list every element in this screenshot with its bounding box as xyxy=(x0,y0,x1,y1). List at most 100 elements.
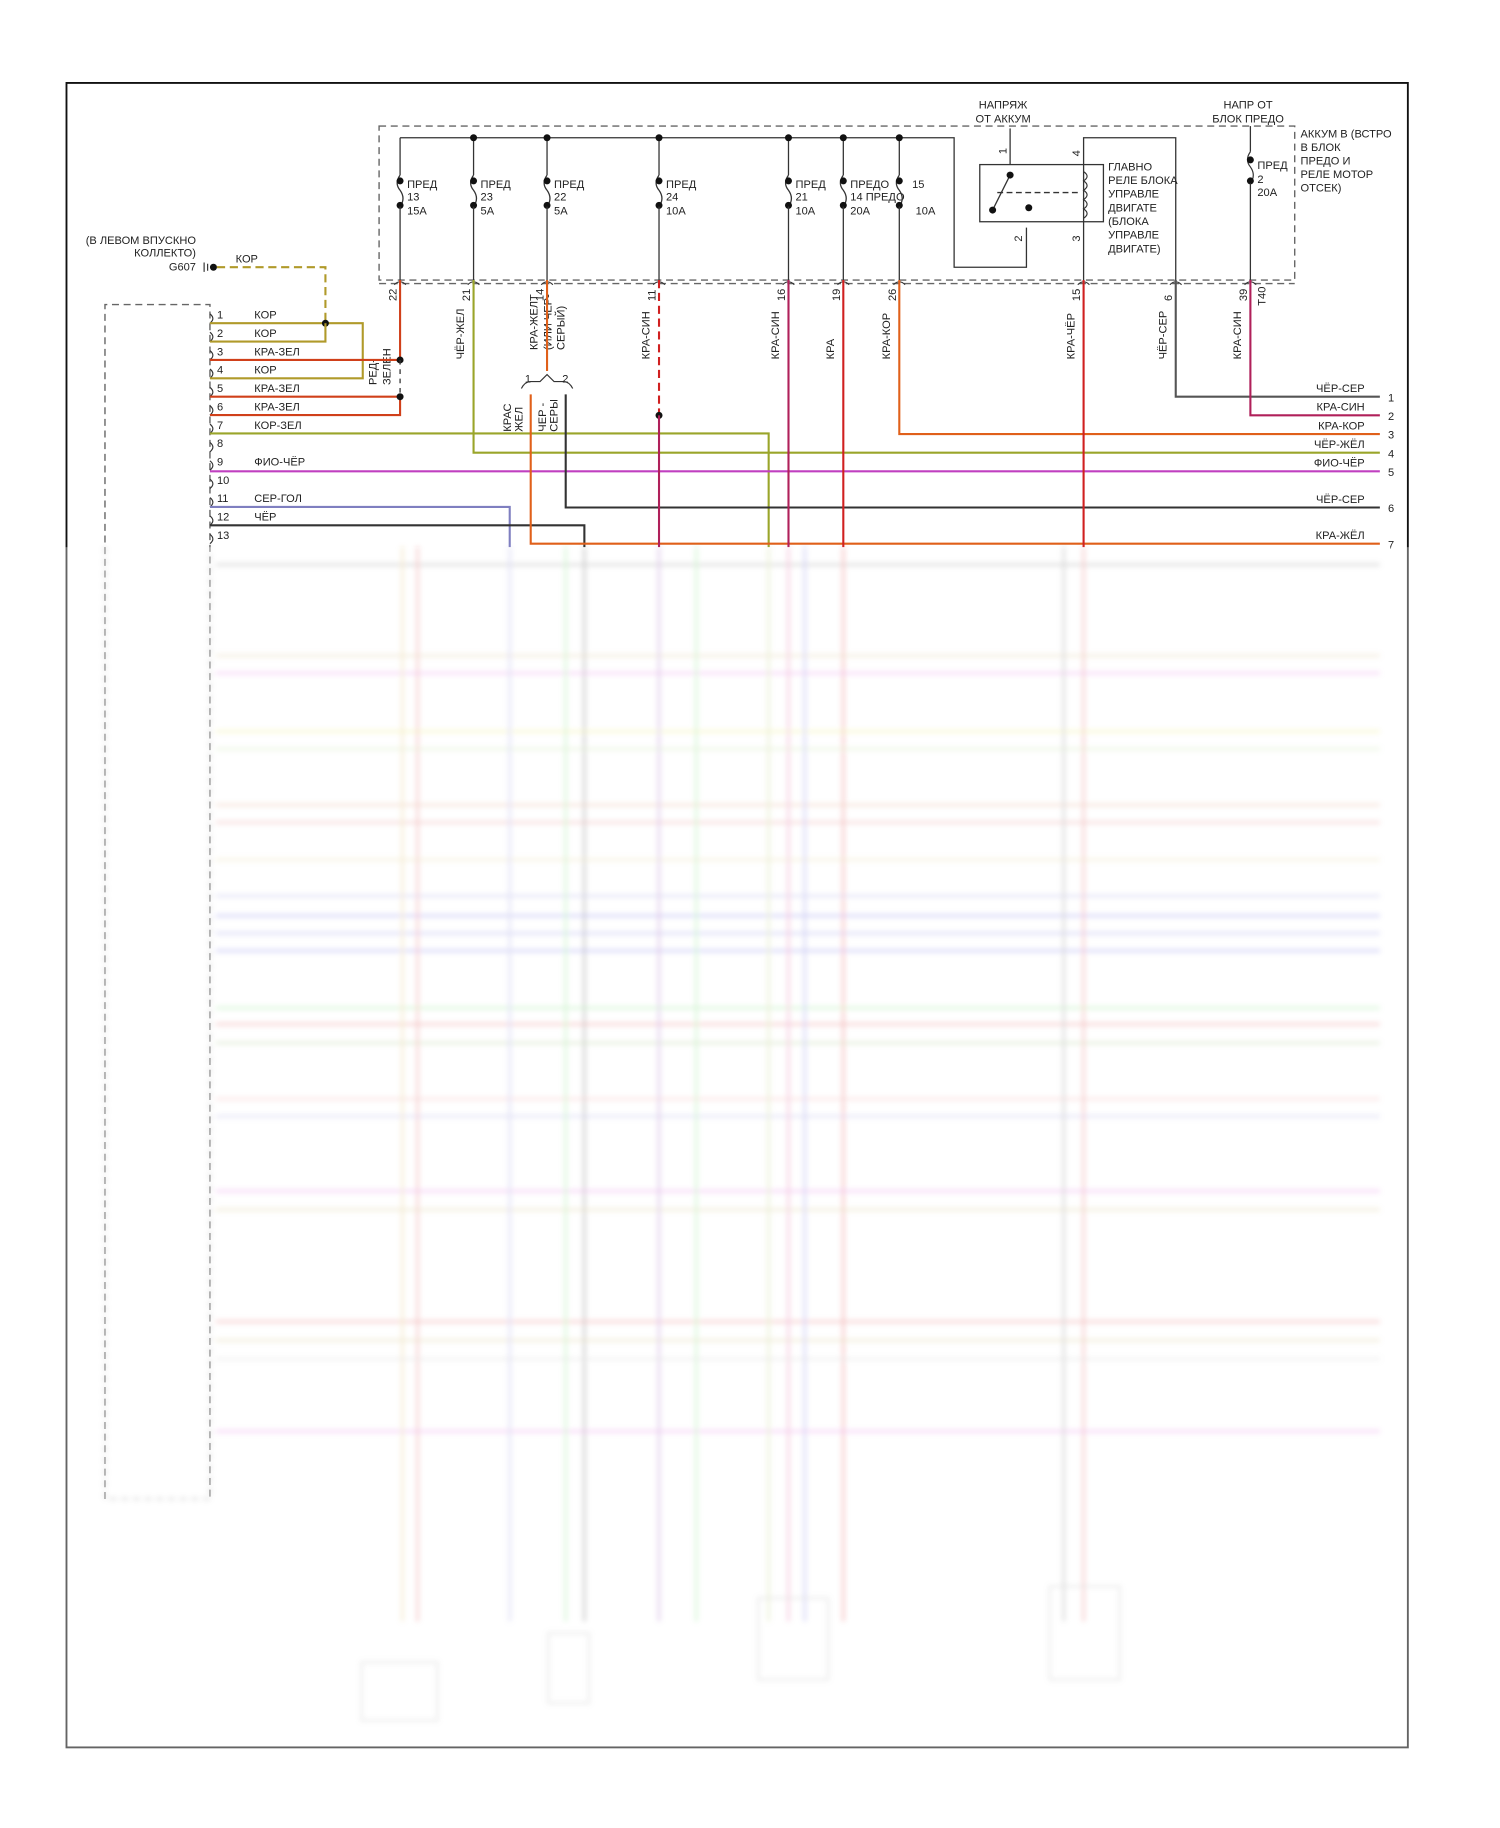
junction-dot xyxy=(543,134,551,142)
right-pin-number: 7 xyxy=(1388,539,1394,551)
fuse-terminal xyxy=(396,177,404,185)
junction-dot xyxy=(655,134,663,142)
junction-dot xyxy=(839,134,847,142)
junction-dot xyxy=(1025,204,1033,212)
wire-red-green xyxy=(209,395,402,417)
connector-pin-icon xyxy=(209,460,214,471)
fuse-rating: 5A xyxy=(554,206,568,218)
left-pin-number: 6 xyxy=(217,401,223,413)
fuse-label: 15 xyxy=(912,179,924,191)
fuse-number: 24 xyxy=(666,192,678,204)
box-output-pin: 26 xyxy=(887,289,899,301)
box-output-wire-label: (ИЛИ ЧЕР- xyxy=(543,294,555,350)
box-output-wire-label: РЕД- xyxy=(368,359,380,385)
fuse-number: 22 xyxy=(554,192,566,204)
fuse-relay-box xyxy=(378,125,1296,281)
relay-label: РЕЛЕ БЛОКА xyxy=(1108,175,1178,187)
box-output-wire-label: КРА-СИН xyxy=(641,311,653,359)
box-output-wire-label: ЧЁР-СЕР xyxy=(1157,311,1169,360)
splice-bracket xyxy=(520,373,574,389)
fuse-terminal xyxy=(895,177,903,185)
junction-dot xyxy=(989,206,997,214)
right-pin-wire-label: КРА-СИН xyxy=(1317,402,1365,414)
fuse-number: 13 xyxy=(407,192,419,204)
fuse-terminal xyxy=(839,177,847,185)
obscured-component xyxy=(361,1661,438,1722)
obscured-component xyxy=(1049,1585,1121,1681)
box-output-wire-label: КРА-ЖЕЛТ xyxy=(529,294,541,350)
fuse-terminal xyxy=(655,177,663,185)
left-pin-wire-label: КРА-ЗЕЛ xyxy=(254,401,300,413)
box-output-pin: 16 xyxy=(776,289,788,301)
left-pin-number: 5 xyxy=(217,383,223,395)
left-pin-number: 12 xyxy=(217,512,229,524)
left-connector-body xyxy=(104,547,211,1500)
relay-label: УПРАВЛЕ xyxy=(1108,189,1159,201)
right-pin-number: 4 xyxy=(1388,448,1394,460)
relay-coil-icon xyxy=(1082,171,1088,219)
junction-dot xyxy=(1006,171,1014,179)
right-pin-number: 1 xyxy=(1388,392,1394,404)
wire-kra-sin xyxy=(1249,280,1380,417)
fuse-label: ПРЕД xyxy=(795,179,826,191)
fuse-rating: 15A xyxy=(407,206,427,218)
fuse-rating: 5A xyxy=(481,206,495,218)
wire-kor xyxy=(209,322,364,380)
fuse-bus xyxy=(400,137,1028,268)
splice-pin: 1 xyxy=(525,374,531,386)
box-output-wire-label: КРА-КОР xyxy=(881,313,893,360)
fuse-terminal xyxy=(655,201,663,209)
fuse-number: 21 xyxy=(795,192,807,204)
left-pin-wire-label: ФИО-ЧЁР xyxy=(254,457,305,469)
box-output-pin: 21 xyxy=(461,289,473,301)
fuse-rating: 20A xyxy=(850,206,870,218)
junction-dot xyxy=(895,134,903,142)
fuse-terminal xyxy=(895,201,903,209)
wire-cher-ser xyxy=(564,394,1380,509)
left-pin-number: 2 xyxy=(217,328,223,340)
left-pin-wire-label: КОР-ЗЕЛ xyxy=(254,420,301,432)
box-output-wire-label: ЧЁР-ЖЕЛ xyxy=(455,309,467,360)
left-pin-number: 11 xyxy=(217,493,229,505)
left-pin-wire-label: КОР xyxy=(254,328,276,340)
right-pin-number: 5 xyxy=(1388,467,1394,479)
fuse-label: ПРЕД xyxy=(481,179,512,191)
fuse-box-label: В БЛОК xyxy=(1301,142,1342,154)
fuse-label: ПРЕД xyxy=(1257,160,1288,172)
ground-icon xyxy=(203,262,209,272)
fuse-terminal xyxy=(839,201,847,209)
wire-kra-kor xyxy=(898,280,1380,436)
wire-cher-zhel xyxy=(472,280,1380,454)
splice-wire-label: КРАС xyxy=(502,403,514,431)
fuse-number: 23 xyxy=(481,192,493,204)
fuse-rating: 20A xyxy=(1257,187,1277,199)
wire-kra-zhel xyxy=(529,394,1380,545)
box-output-pin: 6 xyxy=(1163,295,1175,301)
fuse-box-label: ОТСЕК) xyxy=(1301,182,1342,194)
junction-dot xyxy=(321,319,329,327)
left-pin-number: 4 xyxy=(217,365,223,377)
relay-label: ГЛАВНО xyxy=(1108,161,1152,173)
ground-id: G607 xyxy=(169,262,196,274)
right-pin-number: 6 xyxy=(1388,503,1394,515)
fuse-box-label: ПРЕДО И xyxy=(1301,156,1351,168)
ground-point xyxy=(209,263,217,271)
box-output-pin: 11 xyxy=(647,290,659,302)
blur-overlay xyxy=(64,547,1412,1751)
left-pin-wire-label: СЕР-ГОЛ xyxy=(254,493,302,505)
wire-red-green xyxy=(209,280,402,362)
right-pin-wire-label: ЧЁР-ЖЁЛ xyxy=(1314,439,1365,451)
ground-wire-label: КОР xyxy=(236,254,258,266)
fuse-rating: 10A xyxy=(916,206,936,218)
left-pin-number: 1 xyxy=(217,310,223,322)
left-pin-number: 13 xyxy=(217,530,229,542)
box-output-pin: 14 xyxy=(535,289,547,301)
right-pin-wire-label: ЧЁР-СЕР xyxy=(1316,494,1365,506)
battery-feed-label: ОТ АККУМ xyxy=(976,114,1031,126)
right-pin-number: 3 xyxy=(1388,430,1394,442)
junction-dot xyxy=(470,134,478,142)
box-output-wire-label: КРА-ЧЁР xyxy=(1065,313,1077,359)
box-output-pin: 19 xyxy=(831,289,843,301)
fuse-block-feed-label: БЛОК ПРЕДО xyxy=(1212,114,1284,126)
ground-wire xyxy=(216,266,327,324)
